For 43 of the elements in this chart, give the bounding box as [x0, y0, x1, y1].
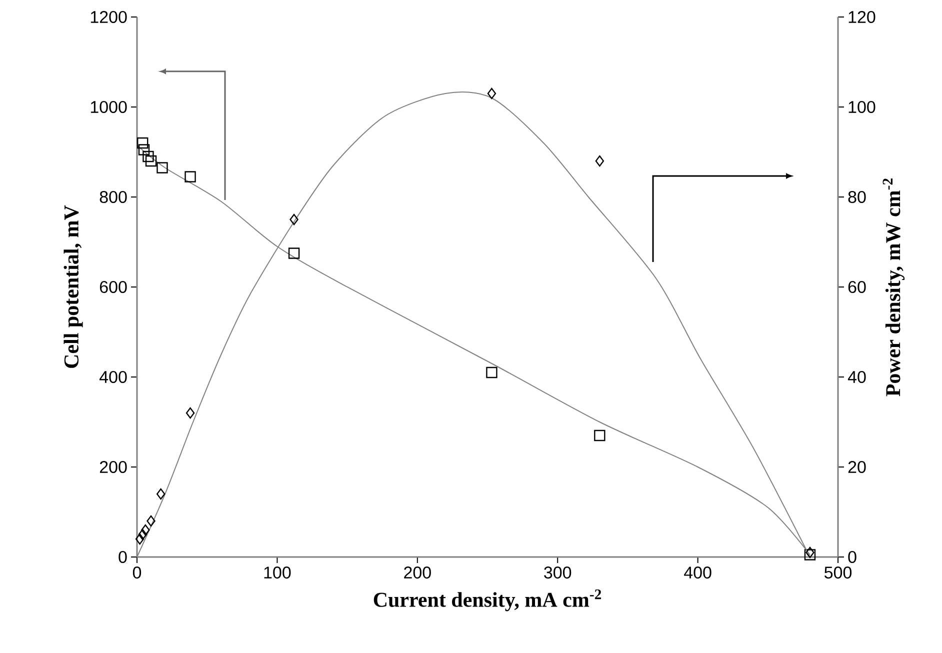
- point: [137, 137, 148, 149]
- x-axis-title: Current density, mA cm$^{-2}$: [374, 589, 602, 612]
- y-tick-label: 0: [118, 550, 127, 564]
- point: [146, 515, 156, 527]
- point: [142, 150, 154, 162]
- y2-tick-label: 80: [848, 190, 866, 204]
- point: [290, 214, 298, 226]
- point: [186, 407, 195, 419]
- y-tick-label: 200: [100, 460, 127, 474]
- y2-tick-label: 100: [848, 100, 876, 114]
- point: [806, 546, 814, 558]
- y2-tick-label: 120: [848, 10, 876, 24]
- y-tick-label: 400: [99, 370, 127, 384]
- y2-axis-title: Power density, mW cm$^{-2}$: [882, 178, 905, 396]
- y2-tick-label: 20: [848, 460, 866, 474]
- y2-tick-label: 40: [848, 370, 866, 384]
- y-tick-label: 600: [100, 280, 127, 294]
- point: [145, 155, 157, 167]
- x-tick-label: 400: [684, 566, 712, 579]
- x-tick-label: 200: [404, 566, 431, 579]
- point: [156, 488, 166, 500]
- point: [594, 430, 606, 442]
- y-tick-label: 1200: [90, 10, 127, 24]
- x-tick-label: 300: [544, 566, 572, 579]
- point: [184, 171, 196, 182]
- point: [156, 162, 168, 174]
- y-axis-title: Cell potential, mV: [64, 205, 83, 368]
- point: [288, 248, 300, 259]
- point: [141, 524, 150, 536]
- point: [135, 533, 144, 545]
- point: [138, 528, 147, 540]
- point: [487, 88, 496, 100]
- y-tick-label: 1000: [90, 100, 127, 114]
- x-tick-label: 100: [264, 566, 291, 579]
- y2-tick-label: 60: [848, 280, 866, 294]
- y2-tick-label: 0: [848, 550, 856, 564]
- y-tick-label: 800: [100, 190, 127, 204]
- point: [595, 155, 604, 167]
- point: [138, 144, 150, 156]
- x-tick-label: 500: [824, 566, 852, 579]
- x-tick-label: 0: [132, 566, 142, 579]
- point: [486, 366, 498, 378]
- point: [804, 549, 816, 560]
